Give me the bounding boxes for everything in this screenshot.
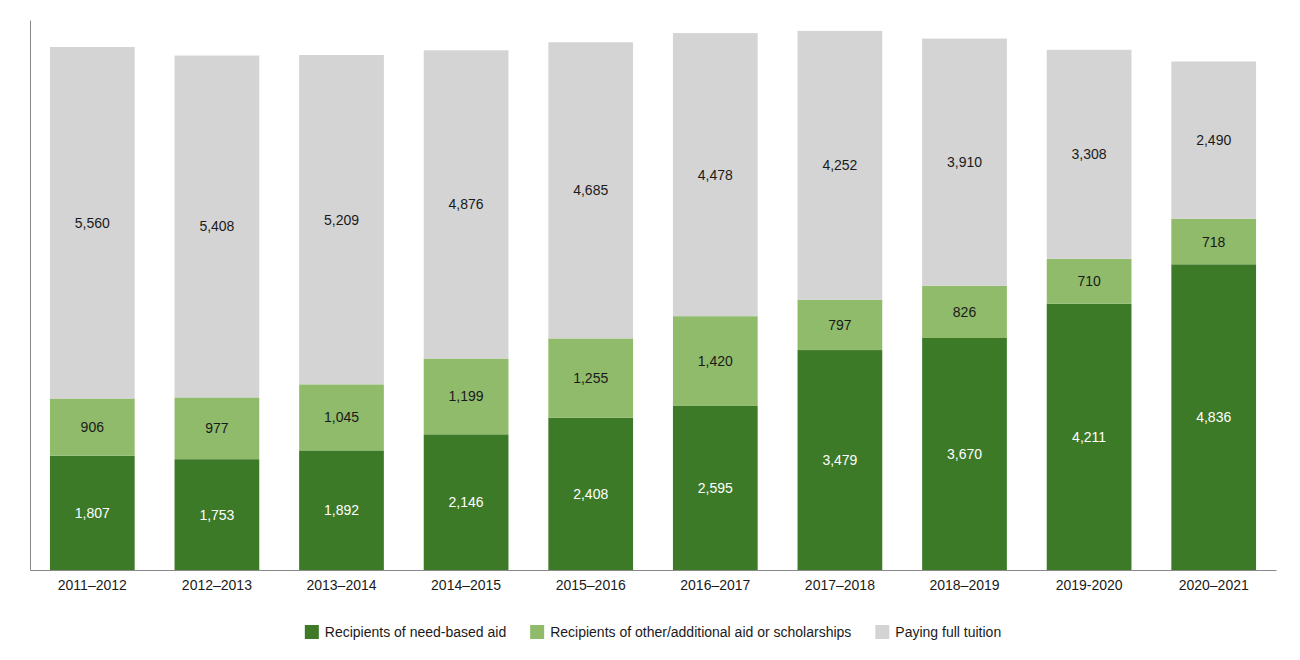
data-label: 797 [828, 317, 852, 333]
bar [1171, 219, 1256, 264]
legend-item: Paying full tuition [875, 624, 1001, 640]
legend-swatch [875, 625, 889, 639]
x-tick-label: 2015–2016 [556, 577, 626, 593]
bar [424, 359, 509, 435]
bar [299, 450, 384, 570]
x-tick-label: 2018–2019 [929, 577, 999, 593]
data-label: 1,420 [698, 353, 733, 369]
bar [1047, 50, 1132, 259]
data-label: 3,308 [1072, 146, 1107, 162]
data-label: 4,836 [1196, 409, 1231, 425]
bar [798, 31, 883, 300]
bar [424, 434, 509, 570]
x-tick-label: 2019-2020 [1056, 577, 1123, 593]
x-tick: 2015–2016 [556, 570, 626, 593]
x-tick: 2019-2020 [1056, 570, 1123, 593]
bar [1047, 259, 1132, 304]
bar [175, 56, 260, 398]
y-axis [30, 21, 31, 571]
x-axis-line [31, 570, 1277, 571]
data-labels: 1,807 1,753 1,892 2,146 2,408 2,595 3,479 3,670… [75, 132, 1232, 522]
bar [50, 456, 135, 570]
bar [424, 50, 509, 358]
bar [673, 316, 758, 406]
data-label: 2,490 [1196, 132, 1231, 148]
x-tick-label: 2013–2014 [306, 577, 376, 593]
y-axis-line [30, 21, 31, 571]
data-label: 1,753 [199, 507, 234, 523]
data-label: 4,252 [822, 157, 857, 173]
series-bars [50, 31, 1256, 399]
data-label: 4,876 [449, 196, 484, 212]
data-label: 2,146 [449, 494, 484, 510]
bar [50, 47, 135, 398]
bar [548, 42, 633, 338]
legend-item: Recipients of need-based aid [305, 624, 506, 640]
bar [1047, 304, 1132, 570]
x-tick-label: 2012–2013 [182, 577, 252, 593]
legend-swatch [305, 625, 319, 639]
data-label: 5,209 [324, 212, 359, 228]
data-label: 5,408 [199, 218, 234, 234]
x-tick: 2012–2013 [182, 570, 252, 593]
x-tick-label: 2011–2012 [58, 577, 127, 593]
data-label: 1,255 [573, 370, 608, 386]
legend-label: Recipients of other/additional aid or sc… [550, 624, 851, 640]
legend-swatch [530, 625, 544, 639]
x-tick: 2016–2017 [680, 570, 750, 593]
x-tick: 2014–2015 [431, 570, 501, 593]
data-label: 1,199 [449, 388, 484, 404]
x-tick: 2017–2018 [805, 570, 875, 593]
data-label: 710 [1077, 273, 1101, 289]
bar [1171, 264, 1256, 570]
data-label: 3,670 [947, 446, 982, 462]
data-label: 4,211 [1072, 429, 1106, 445]
data-label: 5,560 [75, 215, 110, 231]
legend: Recipients of need-based aid Recipients o… [305, 624, 1001, 640]
x-axis: 2011–2012 2012–2013 2013–2014 2014–2015 2015… [31, 570, 1277, 593]
x-tick: 2013–2014 [306, 570, 376, 593]
x-tick: 2018–2019 [929, 570, 999, 593]
bar [299, 55, 384, 384]
chart: 1,807 1,753 1,892 2,146 2,408 2,595 3,479 3,670… [0, 0, 1300, 660]
bar [798, 350, 883, 570]
bar [922, 338, 1007, 570]
bar [673, 33, 758, 316]
data-label: 2,408 [573, 486, 608, 502]
data-label: 2,595 [698, 480, 733, 496]
data-label: 4,685 [573, 182, 608, 198]
data-label: 977 [205, 420, 229, 436]
x-tick-label: 2017–2018 [805, 577, 875, 593]
x-tick: 2011–2012 [58, 570, 127, 593]
data-label: 3,479 [822, 452, 857, 468]
data-label: 4,478 [698, 167, 733, 183]
data-label: 826 [953, 304, 977, 320]
legend-label: Paying full tuition [895, 624, 1001, 640]
legend-item: Recipients of other/additional aid or sc… [530, 624, 851, 640]
bar [922, 286, 1007, 338]
data-label: 3,910 [947, 154, 982, 170]
x-tick: 2020–2021 [1179, 570, 1249, 593]
bar [922, 39, 1007, 286]
bar [1171, 61, 1256, 218]
data-label: 1,045 [324, 409, 359, 425]
data-label: 906 [81, 419, 105, 435]
x-tick-label: 2014–2015 [431, 577, 501, 593]
legend-label: Recipients of need-based aid [325, 624, 506, 640]
x-tick-label: 2020–2021 [1179, 577, 1249, 593]
bar [175, 459, 260, 570]
bar [548, 418, 633, 570]
data-label: 1,892 [324, 502, 359, 518]
bar [798, 300, 883, 350]
x-tick-label: 2016–2017 [680, 577, 750, 593]
bar [548, 338, 633, 417]
bar [50, 398, 135, 455]
bar [175, 397, 260, 459]
plot: 1,807 1,753 1,892 2,146 2,408 2,595 3,479 3,670… [31, 21, 1277, 593]
data-label: 1,807 [75, 505, 110, 521]
bar [673, 406, 758, 570]
bar [299, 384, 384, 450]
data-label: 718 [1202, 234, 1226, 250]
bars [50, 31, 1256, 570]
